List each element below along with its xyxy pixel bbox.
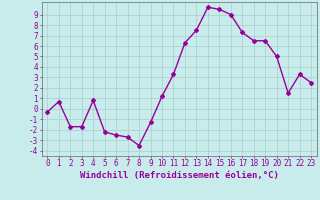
- X-axis label: Windchill (Refroidissement éolien,°C): Windchill (Refroidissement éolien,°C): [80, 171, 279, 180]
